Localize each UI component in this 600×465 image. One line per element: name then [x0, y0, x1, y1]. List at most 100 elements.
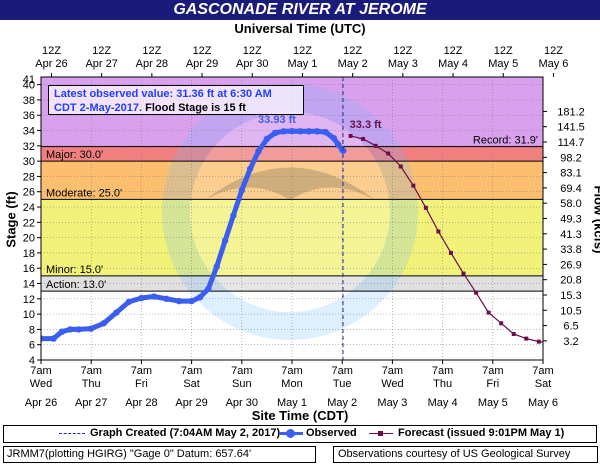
threshold-label-minor: Minor: 15.0': [46, 264, 103, 276]
right-axis-title: Flow (kcfs): [591, 185, 600, 254]
top-axis-title: Universal Time (UTC): [234, 21, 366, 36]
observed-point: [213, 263, 220, 270]
footer-datum-text: JRMM7(plotting HGIRG) "Gage 0" Datum: 65…: [7, 448, 252, 460]
footer-datum: JRMM7(plotting HGIRG) "Gage 0" Datum: 65…: [3, 446, 316, 463]
observed-point: [50, 335, 57, 342]
site-tick-label-weekday: Fri: [135, 378, 148, 390]
stage-tick-label: 22: [23, 217, 35, 229]
watermark-inner-circle: [190, 112, 390, 312]
site-tick-label-time: 7am: [382, 365, 403, 377]
site-tick-label-date: May 3: [377, 397, 407, 409]
utc-tick-label-date: Apr 28: [136, 58, 168, 70]
observed-point: [163, 295, 170, 303]
flow-tick-label: 41.3: [560, 229, 581, 241]
observed-point: [150, 293, 158, 300]
legend-graph-created-swatch: [59, 433, 85, 434]
site-tick-label-date: Apr 30: [226, 397, 258, 409]
observed-point: [188, 297, 195, 305]
series-layer: [41, 127, 553, 345]
flow-tick-label: 98.2: [560, 152, 581, 164]
site-tick-label-time: 7am: [131, 365, 152, 377]
observed-point: [67, 326, 74, 333]
observed-point: [175, 297, 183, 305]
forecast-point: [524, 336, 529, 341]
utc-tick-label-hour: 12Z: [142, 45, 161, 57]
stage-tick-label: 4: [29, 355, 35, 367]
forecast-point: [499, 321, 504, 326]
flow-tick-label: 6.5: [563, 321, 578, 333]
observed-peak-label: 33.93 ft: [258, 114, 296, 126]
site-tick-label-weekday: Tue: [333, 378, 352, 390]
observed-point: [305, 128, 312, 135]
observed-point: [280, 128, 287, 135]
utc-tick-label-hour: 12Z: [293, 45, 312, 57]
legend-forecast-label: Forecast (issued 9:01PM May 1): [398, 427, 565, 439]
observed-point: [138, 294, 145, 302]
forecast-point: [423, 205, 428, 210]
site-tick-label-date: Apr 27: [75, 397, 107, 409]
utc-tick-label-hour: 12Z: [444, 45, 463, 57]
stage-tick-label: 24: [23, 202, 35, 214]
forecast-point: [474, 290, 479, 295]
peak-annotations: 33.93 ft 33.3 ft: [258, 114, 382, 131]
utc-tick-label-date: May 3: [388, 58, 418, 70]
flow-tick-label: 3.2: [563, 336, 578, 348]
flow-tick-label: 141.5: [557, 122, 585, 134]
flow-tick-label: 10.5: [560, 305, 581, 317]
site-tick-label-date: May 1: [277, 397, 307, 409]
site-tick-label-weekday: Thu: [82, 378, 101, 390]
utc-tick-label-date: May 1: [287, 58, 317, 70]
observed-point: [263, 135, 271, 143]
stage-tick-label: 36: [23, 110, 35, 122]
forecast-peak-label: 33.3 ft: [350, 119, 382, 131]
site-tick-label-weekday: Thu: [433, 378, 452, 390]
footer-credit: Observations courtesy of US Geological S…: [333, 446, 598, 463]
stage-tick-label: 34: [23, 126, 35, 138]
observed-series-line: [41, 128, 346, 342]
utc-tick-label-hour: 12Z: [393, 45, 412, 57]
utc-tick-label-date: May 6: [538, 58, 568, 70]
forecast-point: [549, 341, 553, 345]
callout-date: CDT 2-May-2017.: [54, 102, 143, 114]
observed-point: [246, 165, 254, 172]
utc-tick-label-hour: 12Z: [92, 45, 111, 57]
stage-tick-label: 32: [23, 141, 35, 153]
legend-observed-marker: [286, 429, 295, 438]
site-tick-label-time: 7am: [181, 365, 202, 377]
forecast-point: [486, 310, 491, 315]
forecast-point: [348, 133, 353, 138]
observed-point: [313, 128, 321, 135]
left-axis-title: Stage (ft): [3, 191, 19, 248]
site-tick-label-weekday: Wed: [30, 378, 52, 390]
utc-tick-label-hour: 12Z: [544, 45, 563, 57]
observed-point: [297, 128, 304, 135]
stage-tick-label: 40: [23, 80, 35, 92]
utc-tick-label-date: May 5: [488, 58, 518, 70]
forecast-point: [536, 339, 541, 344]
observed-point: [100, 320, 107, 327]
observed-point: [255, 147, 262, 155]
flood-category-labels: Action: 13.0' Minor: 15.0' Moderate: 25.0'…: [41, 135, 543, 292]
observed-point: [221, 237, 229, 244]
flow-tick-label: 49.3: [560, 214, 581, 226]
chart-title: GASCONADE RIVER AT JEROME: [173, 1, 427, 18]
forecast-point: [373, 143, 378, 148]
forecast-point: [511, 331, 516, 336]
stage-tick-label: 38: [23, 95, 35, 107]
utc-tick-label-date: May 4: [438, 58, 468, 70]
stage-tick-label: 26: [23, 187, 35, 199]
utc-tick-label-hour: 12Z: [42, 45, 61, 57]
site-tick-label-weekday: Wed: [381, 378, 403, 390]
utc-tick-label-hour: 12Z: [494, 45, 513, 57]
forecast-point: [386, 151, 391, 156]
observed-point: [334, 141, 342, 148]
observed-point: [196, 294, 204, 301]
observed-point: [88, 325, 95, 332]
utc-tick-label-date: Apr 29: [186, 58, 218, 70]
stage-tick-label: 18: [23, 248, 35, 260]
plot-frame: [40, 76, 544, 361]
forecast-point: [461, 271, 466, 276]
observed-point: [330, 134, 338, 142]
